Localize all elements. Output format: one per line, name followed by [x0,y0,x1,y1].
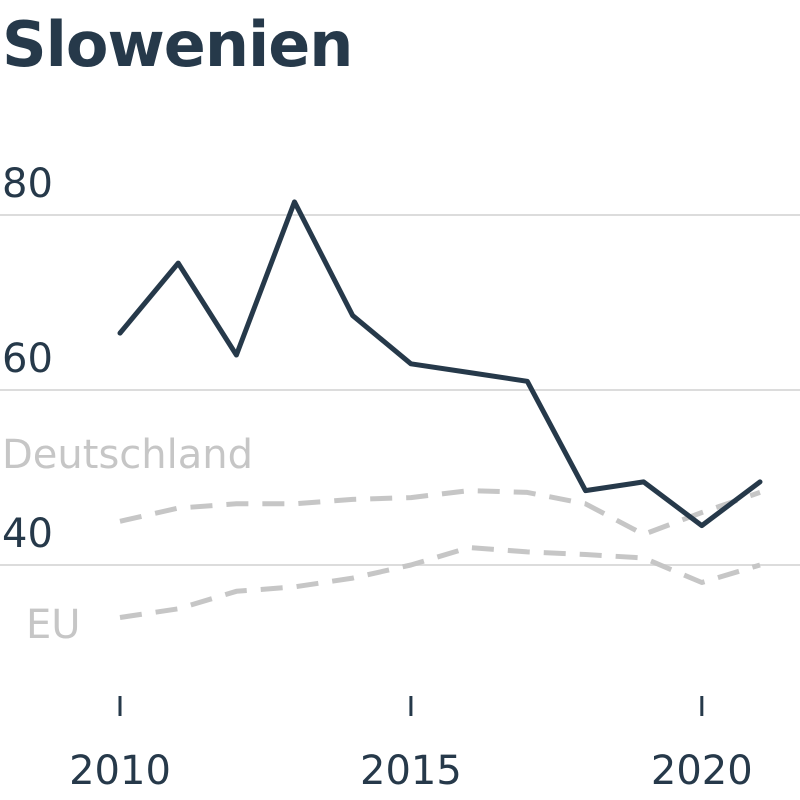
series-line-slovenia [117,199,763,529]
series-lines [117,199,763,620]
x-tick-label-2020: 2020 [651,748,753,794]
x-tick-label-2010: 2010 [69,748,171,794]
y-tick-label-40: 40 [2,511,53,557]
series-label-germany: Deutschland [2,432,253,478]
x-axis: 2010 2015 2020 [69,696,753,794]
y-tick-label-60: 60 [2,336,53,382]
series-labels: Deutschland EU [2,432,253,648]
series-line-germany [119,488,761,537]
chart-title: Slowenien [2,8,353,81]
x-tick-label-2015: 2015 [360,748,462,794]
y-tick-label-80: 80 [2,161,53,207]
series-line-eu [119,545,761,620]
y-axis-labels: 40 60 80 [2,161,53,557]
series-label-eu: EU [26,602,81,648]
gridlines [0,214,800,566]
